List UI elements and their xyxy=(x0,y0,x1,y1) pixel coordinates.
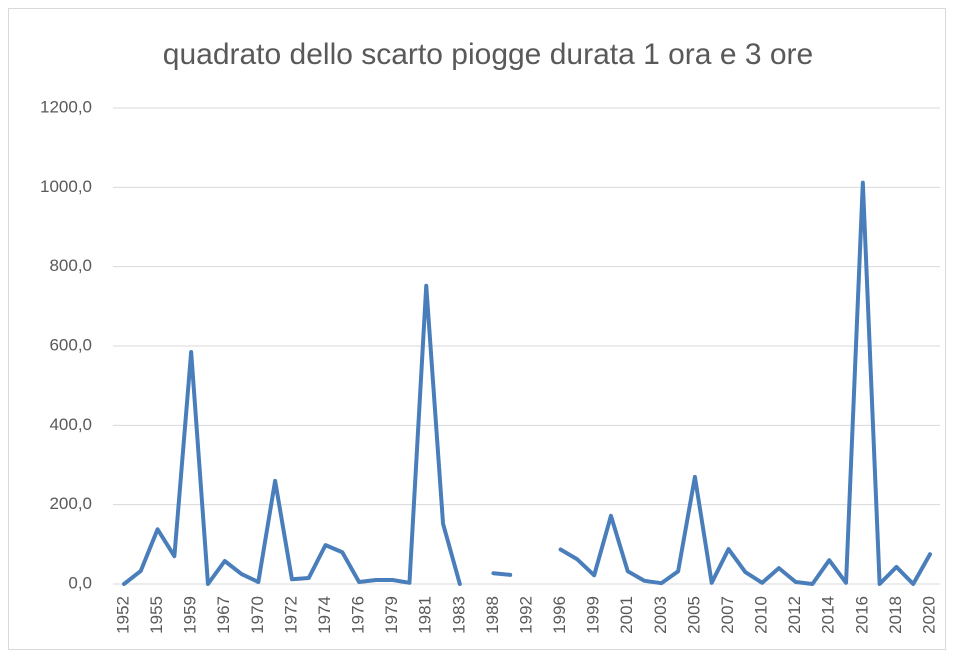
x-tick-label: 2005 xyxy=(684,596,703,634)
chart-title: quadrato dello scarto piogge durata 1 or… xyxy=(163,38,813,71)
x-tick-label: 1981 xyxy=(416,596,435,634)
x-tick-label: 2014 xyxy=(819,596,838,634)
x-tick-label: 1970 xyxy=(248,596,267,634)
x-tick-label: 1999 xyxy=(584,596,603,634)
x-tick-label: 1988 xyxy=(483,596,502,634)
y-tick-label: 200,0 xyxy=(49,494,92,513)
x-tick-label: 1992 xyxy=(516,596,535,634)
x-tick-label: 1955 xyxy=(147,596,166,634)
x-tick-label: 2012 xyxy=(785,596,804,634)
x-tick-label: 1967 xyxy=(214,596,233,634)
x-tick-label: 1983 xyxy=(449,596,468,634)
x-tick-label: 2003 xyxy=(651,596,670,634)
x-tick-label: 2001 xyxy=(617,596,636,634)
line-series xyxy=(122,283,462,586)
x-tick-label: 1974 xyxy=(315,596,334,634)
y-tick-label: 0,0 xyxy=(68,573,92,592)
line-series xyxy=(558,180,932,586)
x-tick-label: 2016 xyxy=(852,596,871,634)
line-series xyxy=(491,571,513,577)
x-tick-label: 1972 xyxy=(281,596,300,634)
x-tick-label: 2010 xyxy=(752,596,771,634)
y-tick-label: 1000,0 xyxy=(40,177,92,196)
x-tick-label: 1959 xyxy=(181,596,200,634)
x-tick-label: 2007 xyxy=(718,596,737,634)
x-tick-label: 2020 xyxy=(919,596,938,634)
y-tick-label: 1200,0 xyxy=(40,97,92,116)
y-tick-label: 400,0 xyxy=(49,415,92,434)
x-tick-label: 1996 xyxy=(550,596,569,634)
x-tick-label: 1976 xyxy=(349,596,368,634)
x-tick-label: 1952 xyxy=(113,596,132,634)
y-tick-label: 600,0 xyxy=(49,335,92,354)
x-tick-label: 1979 xyxy=(382,596,401,634)
y-tick-label: 800,0 xyxy=(49,256,92,275)
x-tick-label: 2018 xyxy=(886,596,905,634)
